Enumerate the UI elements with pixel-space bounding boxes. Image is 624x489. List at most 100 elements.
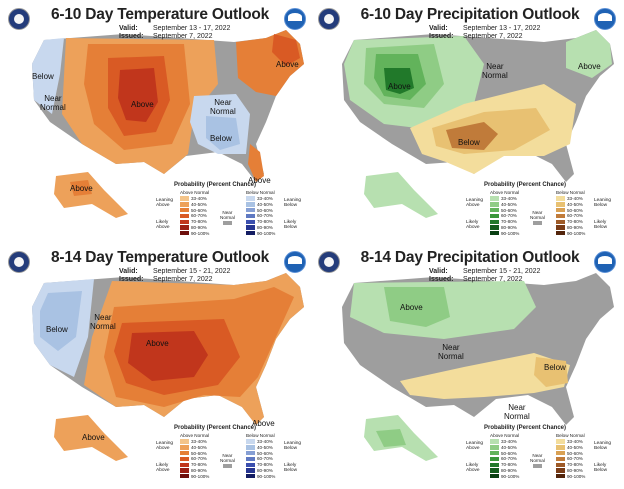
- legend-range-label: 33-40%: [501, 439, 517, 445]
- legend-range-label: 80-90%: [257, 225, 273, 230]
- region-label: Above: [252, 419, 275, 428]
- legend-range-label: 50-60%: [257, 450, 273, 456]
- legend-swatch: [556, 445, 565, 450]
- legend-leaning-below: Leaning Below: [594, 441, 612, 451]
- region-label: Below: [544, 363, 566, 372]
- legend-swatch-row: 90-100%: [490, 231, 519, 236]
- region-label: Above: [248, 176, 271, 185]
- legend-swatch-row: 40-50%: [246, 445, 275, 450]
- legend-swatch-row: 40-50%: [490, 202, 519, 207]
- legend-swatch: [246, 445, 255, 450]
- legend-swatch: [180, 219, 189, 224]
- dates-block: Valid: September 15 - 21, 2022 Issued: Sep…: [119, 268, 230, 284]
- north-above-core: [384, 287, 450, 327]
- legend-swatch: [180, 450, 189, 456]
- legend-range-label: 50-60%: [257, 207, 273, 213]
- legend-above-header: Above Normal: [180, 190, 210, 195]
- legend-swatch-row: 80-90%: [246, 225, 275, 230]
- legend-near-normal-label: Near Normal: [530, 453, 545, 463]
- west-below-region: [32, 38, 64, 114]
- legend-swatch: [246, 231, 255, 236]
- legend-swatch: [490, 456, 499, 462]
- legend-swatch-row: 90-100%: [556, 474, 585, 479]
- legend-below-column: Below Normal 33-40% 40-50% 50-60% 60-70% 70-8…: [556, 190, 585, 236]
- region-label: Near Normal: [40, 94, 66, 112]
- legend-swatch-row: 40-50%: [246, 202, 275, 207]
- dates-block: Valid: September 15 - 21, 2022 Issued: Sep…: [429, 268, 540, 284]
- legend-near-normal-swatch: [532, 221, 542, 226]
- legend-range-label: 40-50%: [567, 201, 583, 207]
- legend-swatch: [180, 225, 189, 230]
- legend-leaning-above: Leaning Above: [466, 441, 484, 451]
- legend-swatch-row: 70-80%: [180, 219, 209, 224]
- legend-swatch: [246, 468, 255, 473]
- alaska-above-core: [376, 429, 406, 447]
- legend-swatch: [246, 439, 255, 444]
- region-label: Above: [131, 100, 154, 109]
- legend-range-label: 60-70%: [191, 213, 207, 219]
- legend-range-label: 60-70%: [257, 213, 273, 219]
- legend-swatch-row: 90-100%: [180, 474, 209, 479]
- temperature-map-6-10: [32, 30, 304, 218]
- region-label: Above: [578, 62, 601, 71]
- legend-swatch: [556, 474, 565, 479]
- legend-above-column: Above Normal 33-40% 40-50% 50-60% 60-70% 70-8…: [180, 433, 209, 479]
- legend-range-label: 70-80%: [567, 462, 583, 468]
- legend-near-normal-label: Near Normal: [220, 453, 235, 463]
- legend-range-label: 50-60%: [501, 450, 517, 456]
- temperature-map-8-14: [32, 273, 304, 461]
- issued-date: September 7, 2022: [463, 33, 523, 40]
- region-label: Above: [146, 339, 169, 348]
- legend-swatch: [490, 462, 499, 467]
- legend-below-header: Below Normal: [246, 433, 275, 438]
- legend-swatch-row: 40-50%: [490, 445, 519, 450]
- legend-above-column: Above Normal 33-40% 40-50% 50-60% 60-70% 70-8…: [490, 433, 519, 479]
- legend-swatch: [556, 207, 565, 213]
- legend-range-label: 80-90%: [501, 468, 517, 473]
- legend-range-label: 80-90%: [191, 468, 207, 473]
- legend-range-label: 33-40%: [191, 196, 207, 202]
- legend-range-label: 40-50%: [191, 201, 207, 207]
- doc-seal-icon: [318, 8, 340, 30]
- legend-swatch-row: 80-90%: [556, 468, 585, 473]
- legend-range-label: 60-70%: [501, 456, 517, 462]
- panel-8-14-precipitation: 8-14 Day Precipitation Outlook Valid: Sep…: [314, 247, 620, 485]
- legend-leaning-above: Leaning Above: [466, 198, 484, 208]
- west-below-core: [40, 291, 82, 351]
- legend-swatch-row: 50-60%: [246, 208, 275, 213]
- dates-block: Valid: September 13 - 17, 2022 Issued: Sep…: [429, 25, 540, 41]
- legend-swatch-row: 33-40%: [490, 439, 519, 444]
- legend-near-normal: Near Normal: [530, 210, 545, 226]
- legend-swatch-row: 33-40%: [180, 196, 209, 201]
- legend: Probability (Percent Chance) Leaning Abov…: [156, 425, 306, 483]
- legend-likely-below: Likely Below: [284, 220, 298, 230]
- legend-swatch: [490, 450, 499, 456]
- legend-swatch-row: 90-100%: [490, 474, 519, 479]
- alaska-region: [364, 172, 438, 218]
- legend-swatch: [246, 207, 255, 213]
- legend-swatch: [490, 231, 499, 236]
- legend-range-label: 80-90%: [567, 468, 583, 473]
- legend-swatch: [246, 219, 255, 224]
- panel-6-10-precipitation: 6-10 Day Precipitation Outlook Valid: Sep…: [314, 4, 620, 242]
- panel-title: 8-14 Day Temperature Outlook: [50, 249, 270, 266]
- legend-above-header: Above Normal: [180, 433, 210, 438]
- legend-likely-below: Likely Below: [594, 463, 608, 473]
- legend-range-label: 33-40%: [567, 439, 583, 445]
- legend-swatch: [556, 225, 565, 230]
- region-label: Below: [458, 138, 480, 147]
- region-label: Near Normal: [90, 313, 116, 331]
- southeast-below-core: [206, 116, 240, 150]
- legend: Probability (Percent Chance) Leaning Abov…: [466, 425, 616, 483]
- valid-label: Valid:: [119, 268, 138, 275]
- northeast-above-core: [272, 34, 300, 66]
- legend-range-label: 33-40%: [501, 196, 517, 202]
- legend-swatch-row: 40-50%: [556, 445, 585, 450]
- legend-swatch-row: 40-50%: [556, 202, 585, 207]
- legend: Probability (Percent Chance) Leaning Abov…: [156, 182, 306, 240]
- legend-swatch-row: 90-100%: [246, 231, 275, 236]
- legend-swatch-row: 50-60%: [490, 451, 519, 456]
- legend-swatch-row: 50-60%: [246, 451, 275, 456]
- legend-swatch: [180, 207, 189, 213]
- legend-title: Probability (Percent Chance): [174, 182, 257, 188]
